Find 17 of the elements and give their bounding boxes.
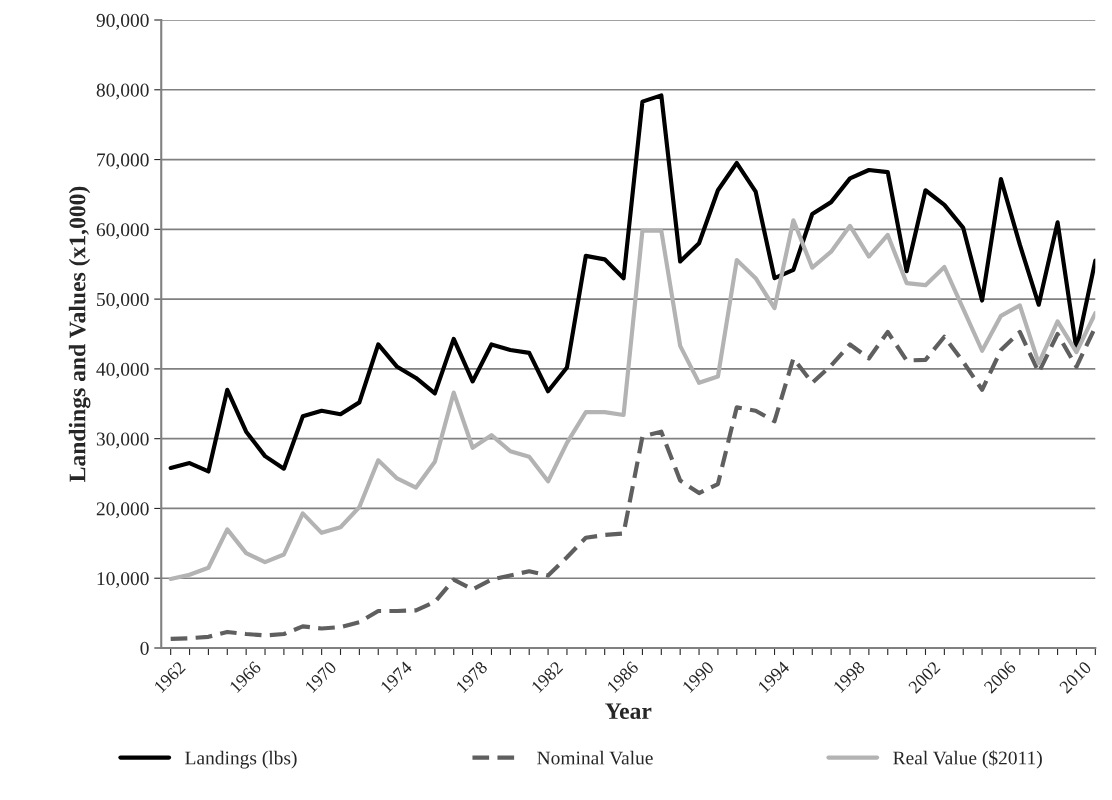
y-axis-title: Landings and Values (x1,000) [68,186,91,482]
legend-label: Landings (lbs) [185,750,297,769]
x-axis-title: Year [605,703,652,720]
y-tick-label: 10,000 [97,572,149,588]
y-tick-label: 20,000 [96,502,149,519]
line-series [168,218,1096,582]
y-tick-label: 0 [140,641,149,655]
y-tick-label: 60,000 [96,223,149,240]
y-tick-label: 90,000 [96,13,149,30]
y-tick-label: 30,000 [96,432,149,449]
y-tick-label: 50,000 [97,292,149,309]
line-series [168,93,1096,474]
legend-label: Real Value ($2011) [893,750,1042,769]
y-tick-label: 40,000 [96,362,149,379]
y-tick-label: 70,000 [97,153,149,170]
y-tick-label: 80,000 [96,83,149,100]
legend-label: Nominal Value [537,750,653,765]
